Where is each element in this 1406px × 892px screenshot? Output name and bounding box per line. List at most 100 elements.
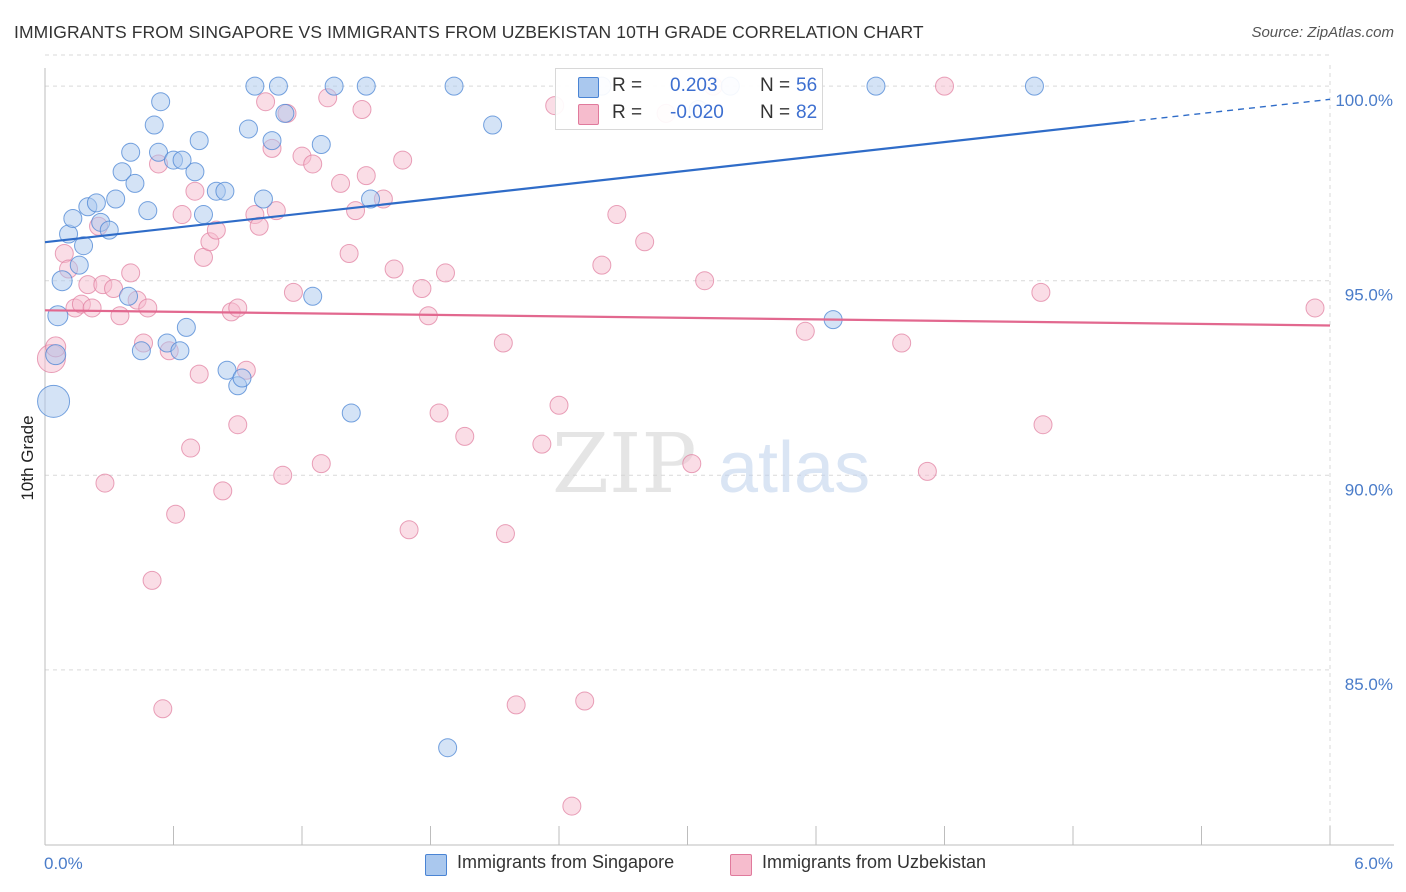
legend-swatch-singapore	[578, 77, 599, 98]
uzbekistan-point	[82, 298, 102, 318]
singapore-point	[172, 150, 192, 170]
trend-lines	[44, 98, 1331, 327]
series-legend: Immigrants from Singapore Immigrants fro…	[0, 852, 1406, 878]
uzbekistan-point	[607, 205, 627, 225]
legend-r-label: R =	[612, 75, 643, 96]
legend-r-value: 0.203	[670, 75, 718, 96]
singapore-point	[268, 76, 288, 96]
singapore-point	[106, 189, 126, 209]
singapore-point	[176, 317, 196, 337]
singapore-point	[170, 341, 190, 361]
uzbekistan-point	[110, 306, 130, 326]
singapore-point	[74, 236, 94, 256]
singapore-point	[189, 131, 209, 151]
uzbekistan-point	[384, 259, 404, 279]
uzbekistan-point	[228, 298, 248, 318]
watermark-zip: ZIP	[552, 417, 697, 512]
uzbekistan-point	[493, 333, 513, 353]
singapore-point	[125, 173, 145, 193]
uzbekistan-point	[166, 504, 186, 524]
uzbekistan-point	[181, 438, 201, 458]
singapore-point	[303, 286, 323, 306]
correlation-legend: R = 0.203 N = 56 R = -0.020 N = 82	[555, 68, 823, 130]
legend-label-uzbekistan: Immigrants from Uzbekistan	[762, 852, 987, 872]
singapore-point	[51, 270, 73, 292]
series-singapore-points	[37, 76, 1044, 758]
singapore-point	[119, 286, 139, 306]
singapore-point	[149, 142, 169, 162]
y-tick-label: 90.0%	[1345, 480, 1393, 499]
chart-source: Source: ZipAtlas.com	[1251, 24, 1394, 41]
singapore-point	[185, 162, 205, 182]
uzbekistan-point	[635, 232, 655, 252]
singapore-point	[37, 384, 71, 418]
legend-n-value: 56	[796, 75, 818, 96]
uzbekistan-point	[892, 333, 912, 353]
singapore-point	[47, 305, 69, 327]
uzbekistan-point	[532, 434, 552, 454]
singapore-point	[217, 360, 237, 380]
singapore-point	[866, 76, 886, 96]
uzbekistan-point	[455, 426, 475, 446]
x-tick-label: 0.0%	[44, 854, 83, 873]
singapore-point	[275, 103, 295, 123]
singapore-point	[483, 115, 503, 135]
watermark-atlas: atlas	[718, 428, 870, 508]
singapore-point	[151, 92, 171, 112]
uzbekistan-point	[138, 298, 158, 318]
singapore-point	[121, 142, 141, 162]
uzbekistan-point	[1305, 298, 1325, 318]
uzbekistan-point	[153, 699, 173, 719]
uzbekistan-point	[935, 76, 954, 96]
singapore-point	[86, 193, 106, 213]
y-tick-label: 100.0%	[1335, 91, 1393, 110]
uzbekistan-point	[95, 473, 115, 493]
uzbekistan-point	[506, 695, 526, 715]
singapore-point	[311, 135, 331, 155]
singapore-trend-extension	[1128, 98, 1331, 123]
uzbekistan-point	[142, 570, 162, 590]
singapore-point	[131, 341, 151, 361]
uzbekistan-point	[575, 691, 595, 711]
y-tick-label: 85.0%	[1345, 675, 1393, 694]
legend-label-singapore: Immigrants from Singapore	[457, 852, 675, 872]
legend-r-label: R =	[612, 102, 643, 123]
singapore-point	[361, 189, 381, 209]
uzbekistan-point	[795, 321, 815, 341]
singapore-point	[144, 115, 164, 135]
singapore-point	[262, 131, 282, 151]
chart-title: IMMIGRANTS FROM SINGAPORE VS IMMIGRANTS …	[14, 22, 924, 42]
uzbekistan-point	[228, 415, 248, 435]
legend-n-value: 82	[796, 102, 818, 123]
singapore-point	[112, 162, 132, 182]
singapore-point	[238, 119, 258, 139]
uzbekistan-point	[435, 263, 455, 283]
singapore-point	[193, 205, 213, 225]
singapore-point	[215, 181, 235, 201]
uzbekistan-point	[331, 173, 351, 193]
singapore-trend-line	[44, 120, 1129, 244]
uzbekistan-trend-line	[44, 309, 1331, 327]
singapore-point	[45, 344, 67, 366]
uzbekistan-point	[352, 99, 372, 119]
singapore-point	[324, 76, 344, 96]
legend-n-label: N =	[760, 102, 791, 123]
uzbekistan-point	[249, 216, 269, 236]
uzbekistan-point	[213, 481, 233, 501]
uzbekistan-point	[104, 278, 124, 298]
uzbekistan-point	[1031, 282, 1051, 302]
singapore-point	[1024, 76, 1044, 96]
singapore-point	[341, 403, 361, 423]
singapore-point	[438, 738, 458, 758]
legend-r-value: -0.020	[670, 102, 724, 123]
uzbekistan-point	[562, 796, 582, 816]
uzbekistan-point	[399, 520, 419, 540]
singapore-point	[63, 208, 83, 228]
singapore-point	[138, 201, 158, 221]
singapore-point	[356, 76, 376, 96]
singapore-point	[69, 255, 89, 275]
uzbekistan-point	[172, 205, 192, 225]
legend-swatch-uzbekistan	[730, 854, 752, 876]
uzbekistan-point	[682, 454, 702, 474]
